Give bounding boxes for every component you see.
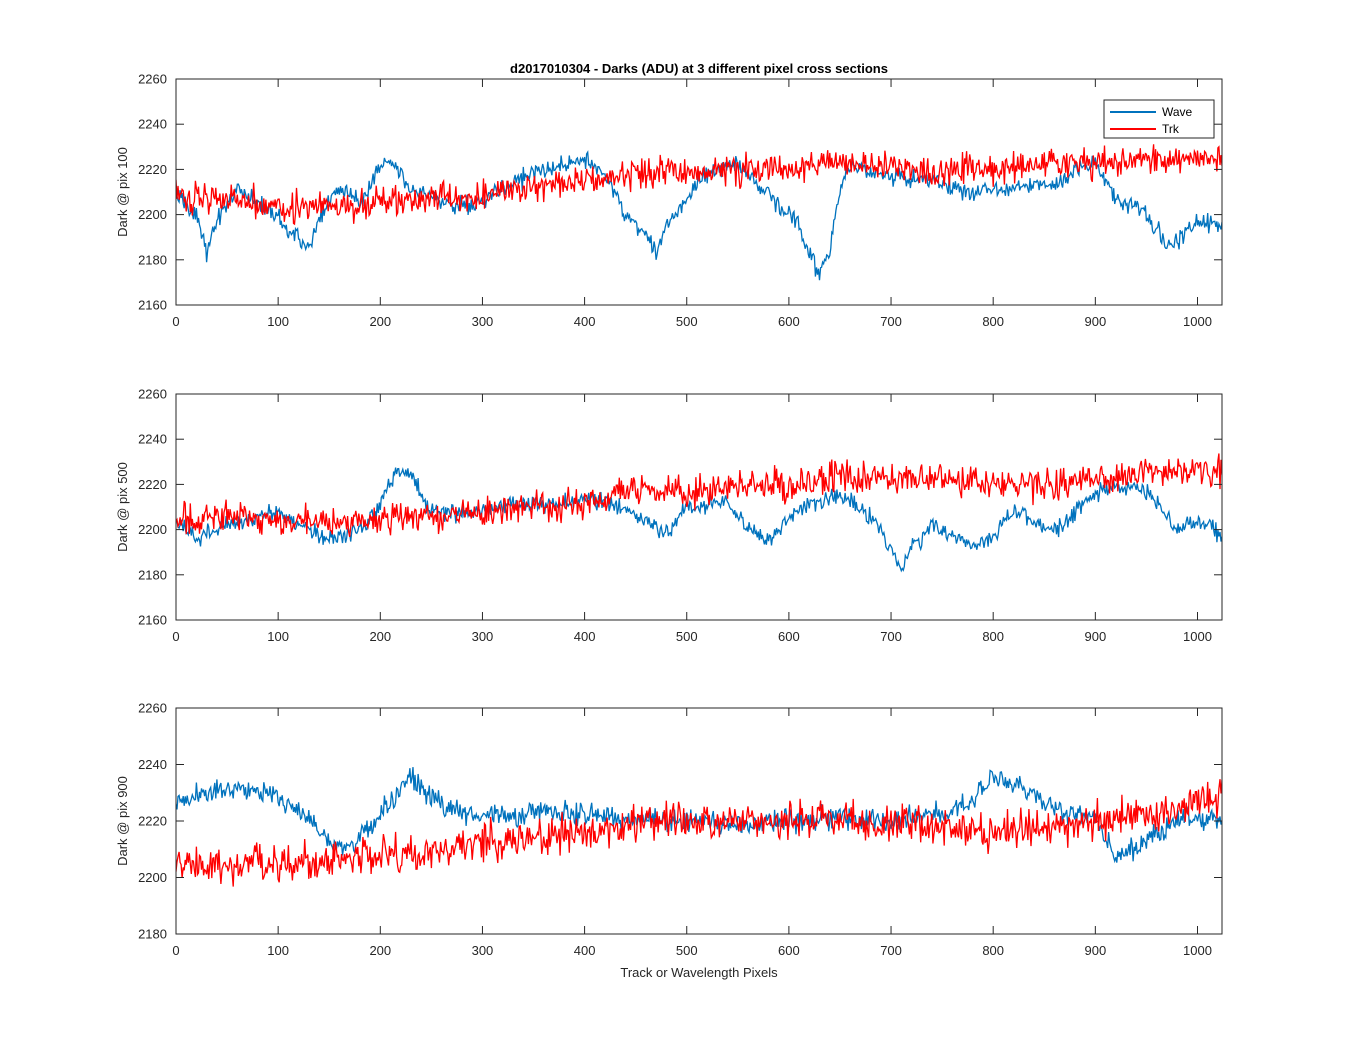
y-tick-label: 2200 xyxy=(138,207,167,222)
series-line-trk xyxy=(176,453,1222,538)
y-tick-label: 2160 xyxy=(138,613,167,628)
x-tick-label: 400 xyxy=(574,629,596,644)
x-tick-label: 600 xyxy=(778,943,800,958)
axes-box xyxy=(175,78,1223,306)
y-tick-label: 2180 xyxy=(138,252,167,267)
x-tick-label: 0 xyxy=(172,314,179,329)
x-tick-label: 700 xyxy=(880,314,902,329)
x-tick-label: 200 xyxy=(369,943,391,958)
series-line-wave xyxy=(176,466,1222,573)
y-axis-label: Dark @ pix 900 xyxy=(115,776,130,866)
y-tick-label: 2240 xyxy=(138,117,167,132)
x-tick-label: 700 xyxy=(880,629,902,644)
x-tick-label: 700 xyxy=(880,943,902,958)
subplot-pix-900: 0 100 200 300 400 500 600 700 800 900 1000 2180 2200… xyxy=(115,701,1223,958)
series-line-trk xyxy=(176,144,1222,226)
y-axis-label: Dark @ pix 500 xyxy=(115,462,130,552)
y-tick-label: 2240 xyxy=(138,432,167,447)
x-tick-label: 1000 xyxy=(1183,943,1212,958)
legend-wave-label: Wave xyxy=(1162,105,1193,119)
x-tick-label: 600 xyxy=(778,629,800,644)
y-tick-label: 2200 xyxy=(138,522,167,537)
y-tick-label: 2220 xyxy=(138,162,167,177)
x-tick-label: 600 xyxy=(778,314,800,329)
x-tick-label: 800 xyxy=(982,629,1004,644)
x-tick-label: 400 xyxy=(574,943,596,958)
x-tick-label: 400 xyxy=(574,314,596,329)
x-tick-label: 100 xyxy=(267,314,289,329)
x-tick-label: 900 xyxy=(1084,629,1106,644)
x-tick-label: 1000 xyxy=(1183,314,1212,329)
x-tick-label: 900 xyxy=(1084,943,1106,958)
y-tick-label: 2180 xyxy=(138,567,167,582)
x-tick-label: 100 xyxy=(267,629,289,644)
y-tick-label: 2160 xyxy=(138,298,167,313)
x-tick-label: 800 xyxy=(982,943,1004,958)
y-tick-label: 2180 xyxy=(138,927,167,942)
y-tick-label: 2220 xyxy=(138,477,167,492)
axes-box xyxy=(175,393,1223,621)
series-line-trk xyxy=(176,779,1222,887)
x-tick-label: 500 xyxy=(676,943,698,958)
y-tick-label: 2220 xyxy=(138,814,167,829)
legend: Wave Trk xyxy=(1103,99,1215,139)
legend-box xyxy=(1103,99,1215,139)
subplot-pix-100: 0 100 200 300 400 500 600 700 800 900 1000 2160 2180… xyxy=(115,72,1223,329)
x-tick-label: 300 xyxy=(472,943,494,958)
x-tick-label: 100 xyxy=(267,943,289,958)
subplot-pix-500: 0 100 200 300 400 500 600 700 800 900 1000 2160 2180… xyxy=(115,387,1223,644)
x-tick-label: 200 xyxy=(369,314,391,329)
x-tick-label: 300 xyxy=(472,629,494,644)
y-tick-label: 2260 xyxy=(138,701,167,716)
legend-trk-label: Trk xyxy=(1162,122,1180,136)
y-tick-label: 2260 xyxy=(138,387,167,402)
x-axis-label: Track or Wavelength Pixels xyxy=(620,965,778,980)
x-tick-label: 500 xyxy=(676,314,698,329)
x-tick-label: 200 xyxy=(369,629,391,644)
x-tick-label: 300 xyxy=(472,314,494,329)
y-tick-label: 2260 xyxy=(138,72,167,87)
x-tick-label: 1000 xyxy=(1183,629,1212,644)
x-tick-label: 800 xyxy=(982,314,1004,329)
x-tick-label: 500 xyxy=(676,629,698,644)
x-tick-label: 900 xyxy=(1084,314,1106,329)
figure-title: d2017010304 - Darks (ADU) at 3 different… xyxy=(510,61,888,76)
y-tick-label: 2240 xyxy=(138,757,167,772)
x-tick-label: 0 xyxy=(172,943,179,958)
x-tick-label: 0 xyxy=(172,629,179,644)
y-axis-label: Dark @ pix 100 xyxy=(115,147,130,237)
y-tick-label: 2200 xyxy=(138,870,167,885)
